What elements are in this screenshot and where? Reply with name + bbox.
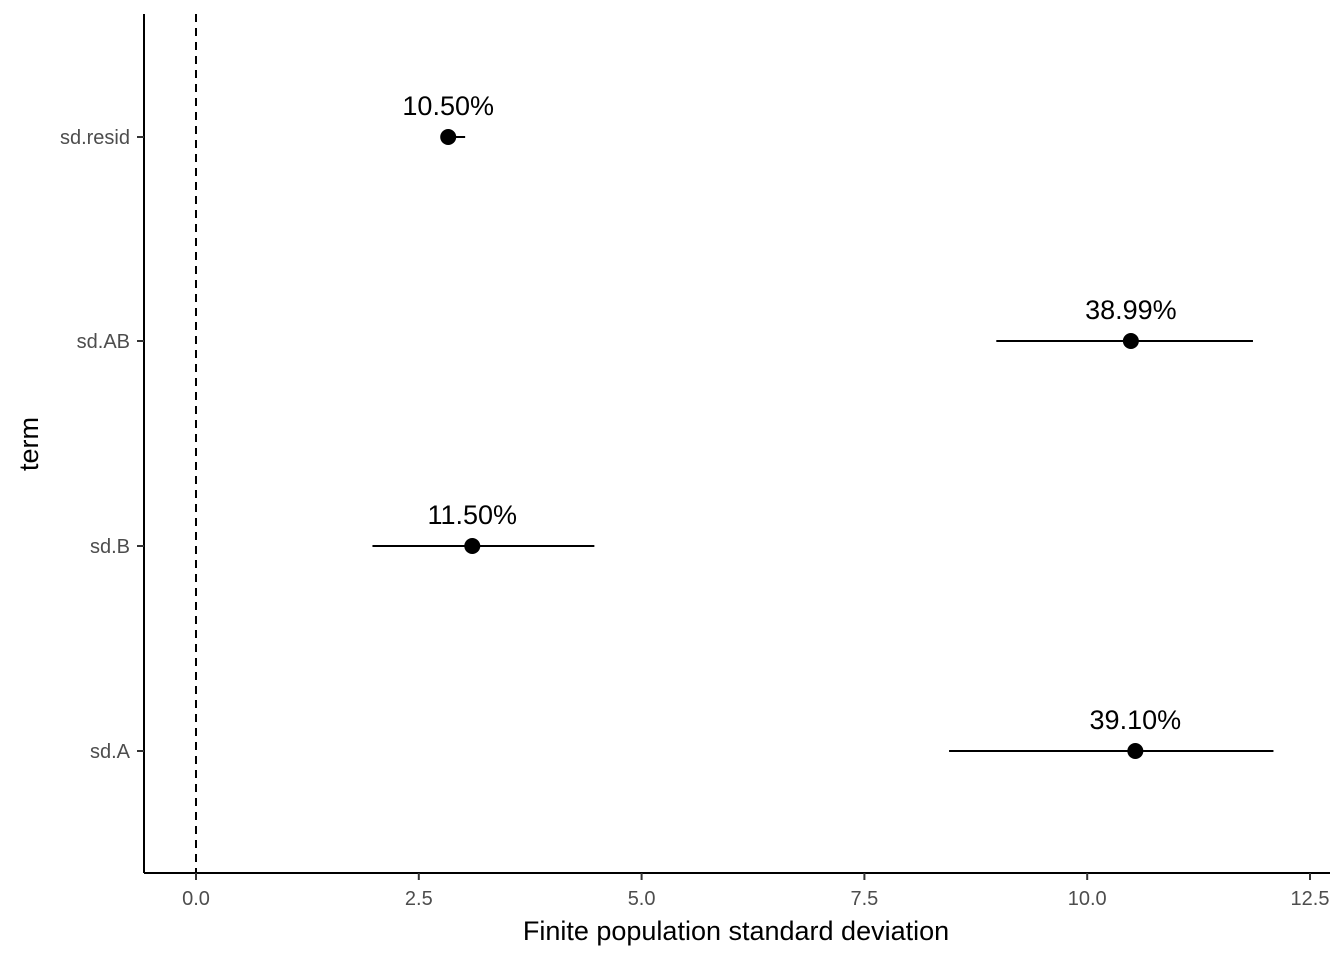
point-sd-AB xyxy=(1122,333,1139,349)
ticks-layer: 0.0 2.5 5.0 7.5 10.0 12.5 sd.resid sd.AB sd.B sd.… xyxy=(60,127,1330,910)
data-label-sd-B: 11.50% xyxy=(427,500,517,530)
data-label-sd-AB: 38.99% xyxy=(1085,295,1177,325)
y-axis-title: term xyxy=(14,417,44,471)
x-tick-label: 0.0 xyxy=(182,888,210,910)
point-sd-resid xyxy=(440,129,457,145)
y-tick-label: sd.A xyxy=(90,741,131,763)
x-tick-label: 5.0 xyxy=(628,888,656,910)
x-tick-label: 10.0 xyxy=(1068,888,1107,910)
x-tick-label: 7.5 xyxy=(850,888,878,910)
data-label-sd-A: 39.10% xyxy=(1090,705,1182,735)
x-axis-title: Finite population standard deviation xyxy=(523,916,949,946)
data-label-sd-resid: 10.50% xyxy=(402,91,494,121)
point-sd-A xyxy=(1127,743,1144,759)
axes-layer xyxy=(143,14,1330,874)
y-tick-label: sd.AB xyxy=(77,331,130,353)
y-tick-label: sd.resid xyxy=(60,127,130,149)
point-sd-B xyxy=(464,538,481,554)
x-tick-label: 2.5 xyxy=(405,888,433,910)
x-tick-label: 12.5 xyxy=(1291,888,1330,910)
y-tick-label: sd.B xyxy=(90,536,130,558)
marks-layer: 10.50% 38.99% 11.50% 39.10% xyxy=(372,91,1274,759)
